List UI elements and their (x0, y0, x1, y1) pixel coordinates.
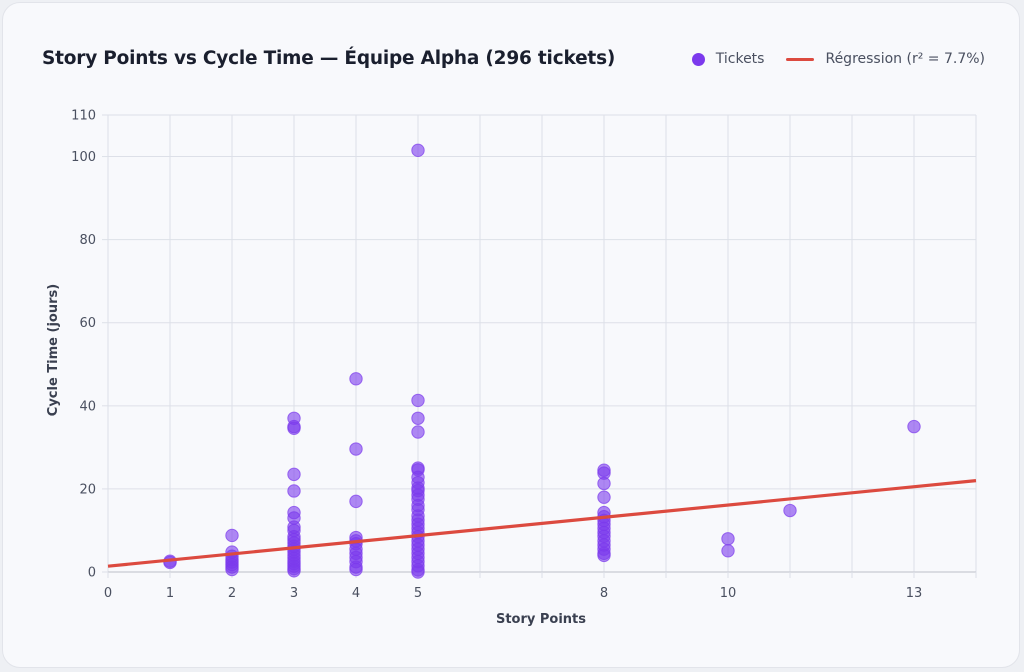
data-point (287, 564, 301, 578)
y-tick-label: 20 (79, 482, 96, 497)
x-axis-title: Story Points (496, 612, 586, 627)
data-point (411, 411, 425, 425)
data-point (783, 503, 797, 518)
x-tick-label: 3 (290, 586, 298, 601)
regression-line-group (107, 479, 977, 568)
data-point (597, 476, 611, 491)
y-axis-ticks: 0 20 40 60 80 100 110 (71, 109, 108, 581)
data-point (287, 467, 301, 482)
data-point (411, 565, 425, 579)
y-tick-label: 110 (71, 109, 96, 124)
data-point (349, 562, 363, 577)
chart-legend: Tickets Régression (r² = 7.7%) (670, 51, 985, 67)
data-point (225, 528, 239, 543)
data-point (225, 562, 239, 577)
x-tick-label: 5 (414, 586, 422, 601)
data-point (349, 494, 363, 509)
legend-item-regression[interactable]: Régression (r² = 7.7%) (786, 51, 985, 67)
data-point (287, 484, 301, 498)
y-tick-label: 100 (71, 150, 96, 165)
y-axis-title: Cycle Time (jours) (46, 284, 61, 416)
data-point (349, 442, 363, 456)
data-point (411, 143, 425, 158)
data-point (597, 548, 611, 563)
chart-title: Story Points vs Cycle Time — Équipe Alph… (42, 48, 616, 69)
data-point (349, 372, 363, 386)
data-point (907, 419, 921, 434)
data-point (721, 532, 735, 546)
data-point (597, 490, 611, 504)
legend-label-regression: Régression (r² = 7.7%) (825, 51, 985, 67)
x-tick-label: 4 (352, 586, 360, 601)
y-tick-label: 60 (79, 316, 96, 331)
data-point (721, 544, 735, 558)
x-axis-ticks: 0 1 2 3 4 5 8 10 13 (104, 572, 977, 601)
grid-lines (107, 114, 977, 573)
x-tick-label: 0 (104, 586, 112, 601)
x-tick-label: 8 (600, 586, 608, 601)
x-tick-label: 2 (228, 586, 236, 601)
legend-item-tickets[interactable]: Tickets (691, 51, 765, 67)
x-tick-label: 1 (166, 586, 174, 601)
y-tick-label: 40 (79, 399, 96, 414)
circle-marker-icon (691, 52, 705, 66)
data-point (287, 421, 301, 435)
y-tick-label: 0 (88, 566, 96, 581)
data-point (411, 393, 425, 408)
x-tick-label: 10 (720, 586, 737, 601)
data-points (163, 143, 921, 579)
data-point (411, 425, 425, 439)
line-marker-icon (786, 57, 815, 61)
regression-line (107, 479, 977, 568)
legend-label-tickets: Tickets (715, 51, 765, 67)
x-tick-label: 13 (906, 586, 923, 601)
y-tick-label: 80 (79, 233, 96, 248)
